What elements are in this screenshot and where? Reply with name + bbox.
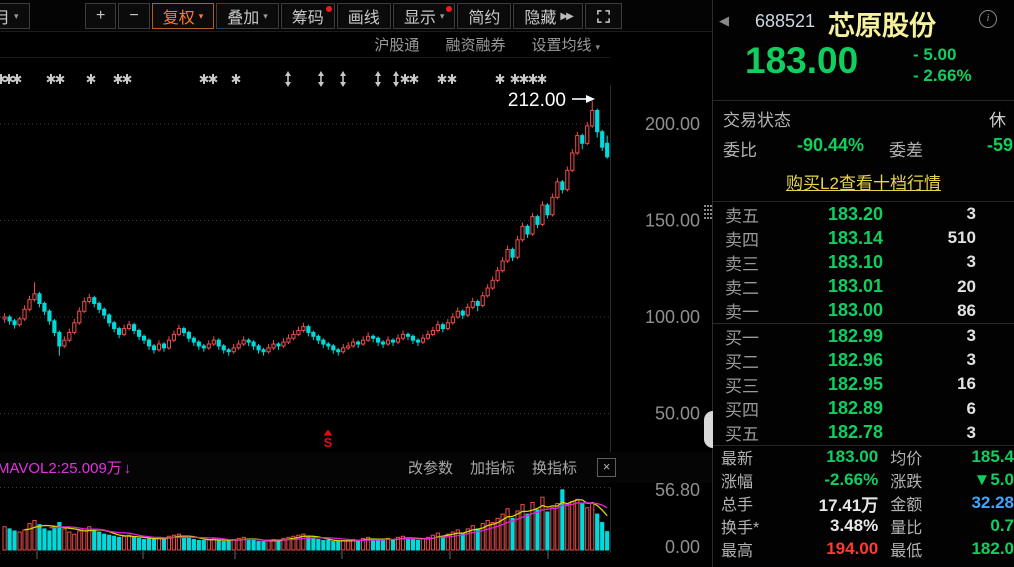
period-label: 月	[0, 10, 11, 27]
event-markers-row	[0, 71, 547, 87]
mavol-label[interactable]: MAVOL2:25.009万 ↓	[0, 460, 132, 477]
svg-text:212.00: 212.00	[508, 90, 566, 111]
zoom-in-button[interactable]: +	[85, 3, 117, 29]
volume-ma-lines	[24, 499, 608, 542]
sell-row-3[interactable]: 卖三 183.10 3	[725, 251, 976, 274]
volume-bars-layer	[2, 489, 610, 551]
sell-row-2[interactable]: 卖二 183.01 20	[725, 276, 976, 299]
buy-row-5[interactable]: 买五 182.78 3	[725, 422, 976, 445]
close-icon: ×	[602, 459, 611, 474]
fullscreen-icon	[596, 9, 610, 23]
notification-dot	[325, 6, 332, 12]
sell-row-4[interactable]: 卖四 183.14 510	[725, 227, 976, 250]
price-change: - 5.00- 2.66%	[913, 45, 972, 85]
switch-indicator-button[interactable]: 换指标	[531, 460, 577, 477]
weibi-label: 委比	[723, 141, 757, 160]
back-chevron-icon[interactable]: ◀	[719, 13, 729, 28]
submenu-margin-trading[interactable]: 融资融券	[445, 37, 506, 54]
info-icon[interactable]: i	[979, 10, 997, 28]
weicha-label: 委差	[889, 141, 923, 160]
svg-text:100.00: 100.00	[645, 307, 700, 327]
sell-row-1[interactable]: 卖一 183.00 86	[725, 300, 976, 323]
indicator-toolbar: MAVOL2:25.009万 ↓ 改参数 加指标 换指标 ×	[0, 452, 712, 483]
svg-text:50.00: 50.00	[655, 404, 700, 424]
sell-row-5[interactable]: 卖五 183.20 3	[725, 203, 976, 226]
stat-row-turnover: 换手* 3.48% 量比 0.7	[721, 516, 1014, 538]
draw-line-button[interactable]: 画线	[336, 3, 391, 29]
volume-axis: 56.80 0.00	[0, 480, 700, 559]
hide-button[interactable]: 隐藏 ▶▶	[513, 3, 583, 29]
chart-submenu: 沪股通 融资融券 设置均线 ▾	[0, 32, 610, 58]
chip-distribution-button[interactable]: 筹码	[280, 3, 335, 29]
stock-name: 芯原股份	[828, 11, 936, 41]
submenu-hgt[interactable]: 沪股通	[374, 37, 420, 54]
buy-row-1[interactable]: 买一 182.99 3	[725, 325, 976, 348]
weibi-value: -90.44%	[797, 135, 865, 155]
display-button[interactable]: 显示 ▾	[392, 3, 456, 29]
stat-row-changepct: 涨幅 -2.66% 涨跌 ▼5.0	[721, 470, 1014, 492]
stat-row-highlow: 最高 194.00 最低 182.0	[721, 539, 1014, 561]
panel-drag-handle[interactable]	[704, 205, 706, 207]
chart-toolbar: 月 ▾ + − 复权 ▾ 叠加 ▾ 筹码 画线 显示 ▾ 简约 隐藏 ▶▶	[0, 0, 712, 32]
weicha-value: -59	[987, 135, 1014, 155]
adjust-price-button[interactable]: 复权 ▾	[151, 3, 215, 29]
stats-grid: 最新 183.00 均价 185.4 涨幅 -2.66% 涨跌 ▼5.0 总手 17.41…	[713, 444, 1014, 561]
zoom-out-button[interactable]: −	[118, 3, 150, 29]
fullscreen-button[interactable]	[584, 3, 622, 29]
orderbook-separator	[713, 322, 1014, 324]
svg-text:200.00: 200.00	[645, 114, 700, 134]
caret-down-icon: ▾	[439, 10, 445, 21]
panel-collapse-button[interactable]	[704, 411, 713, 448]
caret-down-icon: ▾	[198, 10, 204, 21]
buy-l2-link[interactable]: 购买L2查看十档行情	[786, 173, 941, 193]
down-arrow-icon: ↓	[123, 460, 132, 477]
double-right-icon: ▶▶	[560, 10, 573, 22]
quote-panel: ◀ 688521 芯原股份 i 183.00 - 5.00- 2.66% 交易状…	[704, 0, 1014, 567]
candles-layer	[2, 100, 610, 356]
quote-header: ◀ 688521 芯原股份 i 183.00 - 5.00- 2.66%	[713, 0, 1014, 100]
weibi-row: 委比 -90.44% 委差 -59	[713, 131, 1014, 161]
candlestick-chart[interactable]: 200.00 150.00 100.00 50.00 56.80 0.00 212.00 S	[0, 0, 712, 567]
trade-status-row: 交易状态 休	[713, 100, 1014, 131]
change-params-button[interactable]: 改参数	[407, 460, 453, 477]
buy-row-3[interactable]: 买三 182.95 16	[725, 373, 976, 396]
order-book: 卖五 183.20 3 卖四 183.14 510 卖三 183.10 3 卖二 183.01…	[713, 201, 1014, 445]
period-select-button[interactable]: 月 ▾	[0, 3, 30, 29]
last-price: 183.00	[745, 40, 859, 81]
high-annotation: 212.00	[508, 90, 595, 111]
svg-text:56.80: 56.80	[655, 480, 700, 500]
simple-mode-button[interactable]: 简约	[457, 3, 512, 29]
price-gridlines: 200.00 150.00 100.00 50.00	[0, 85, 700, 452]
overlay-button[interactable]: 叠加 ▾	[216, 3, 279, 29]
l2-link-row: 购买L2查看十档行情	[713, 161, 1014, 201]
close-indicator-button[interactable]: ×	[597, 458, 616, 477]
caret-down-icon: ▾	[14, 10, 19, 21]
stat-row-latest: 最新 183.00 均价 185.4	[721, 447, 1014, 469]
stat-row-volume: 总手 17.41万 金额 32.28	[721, 493, 1014, 515]
svg-text:0.00: 0.00	[665, 537, 700, 557]
buy-row-4[interactable]: 买四 182.89 6	[725, 398, 976, 421]
stock-code: 688521	[755, 11, 816, 31]
add-indicator-button[interactable]: 加指标	[469, 460, 515, 477]
svg-text:S: S	[324, 435, 333, 450]
buy-row-2[interactable]: 买二 182.96 3	[725, 349, 976, 372]
svg-text:150.00: 150.00	[645, 211, 700, 231]
caret-down-icon: ▾	[595, 42, 600, 52]
submenu-ma-settings[interactable]: 设置均线 ▾	[531, 37, 600, 54]
notification-dot	[446, 6, 453, 12]
caret-down-icon: ▾	[263, 10, 268, 21]
trade-status-value: 休	[989, 111, 1006, 130]
signal-marker: S	[323, 429, 333, 450]
trade-status-label: 交易状态	[723, 111, 791, 130]
